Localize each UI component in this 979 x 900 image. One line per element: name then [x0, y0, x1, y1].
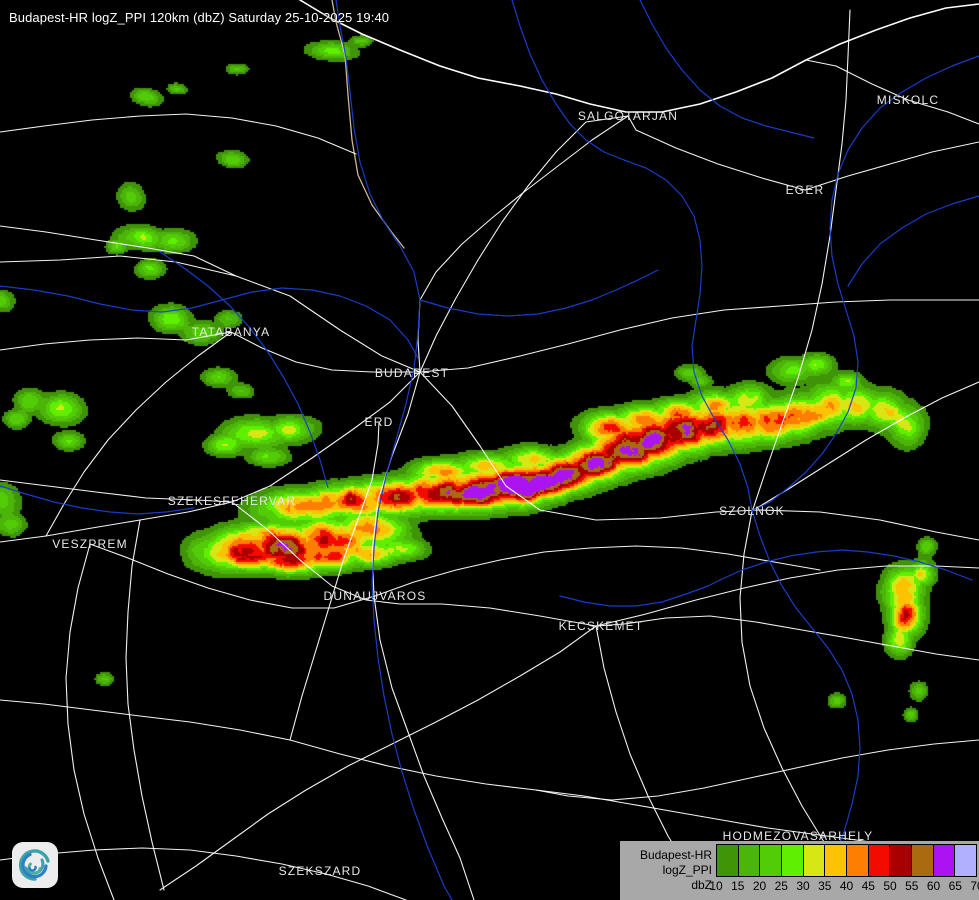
road-line-9 [159, 625, 597, 891]
legend-scale: 10 15 20 25 30 35 40 45 50 55 60 65 70 [709, 841, 979, 900]
legend-tick-60: 60 [927, 879, 956, 895]
legend-swatch-45-50 [868, 845, 891, 876]
legend-tick-label: 65 [948, 879, 962, 893]
legend-tick-label: 55 [905, 879, 919, 893]
spiral-icon [18, 849, 50, 881]
road-line-15 [417, 115, 629, 373]
legend-tick-25: 25 [775, 879, 803, 895]
road-line-12 [751, 9, 851, 513]
legend-caption-station: Budapest-HR [639, 848, 712, 862]
legend-tick-10: 10 [709, 879, 738, 895]
legend-tick-label: 20 [752, 879, 767, 893]
legend-tick-55: 55 [905, 879, 934, 895]
page-title: Budapest-HR logZ_PPI 120km (dbZ) Saturda… [9, 10, 390, 25]
legend-swatch-35-40 [825, 845, 848, 876]
legend-tick-40: 40 [840, 879, 869, 895]
road-line-33 [805, 59, 909, 101]
road-line-28 [65, 543, 115, 900]
road-line-3 [371, 371, 475, 900]
road-line-27 [374, 545, 821, 597]
road-line-7 [595, 565, 979, 627]
river-line-12 [559, 579, 721, 607]
road-line-25 [751, 381, 979, 512]
road-line-29 [89, 543, 376, 609]
legend-swatch-60-65 [933, 845, 956, 876]
river-line-7 [159, 251, 329, 489]
legend-swatch-row [716, 844, 977, 877]
legend-tick-label: 25 [774, 879, 788, 893]
legend-tick-row: 10 15 20 25 30 35 40 45 50 55 60 65 70 [709, 879, 979, 895]
road-line-23 [535, 739, 979, 801]
legend-tick-65: 65 70 [949, 879, 979, 895]
legend-tick-15: 15 [731, 879, 760, 895]
road-line-14 [627, 115, 806, 191]
road-line-21 [289, 421, 380, 741]
legend-tick-35: 35 [818, 879, 847, 895]
cyclone-spiral-logo [12, 842, 58, 888]
legend-swatch-20-25 [760, 845, 783, 876]
legend-caption: Budapest-HR logZ_PPI dbZ [620, 848, 716, 893]
legend-tick-label: 45 [861, 879, 875, 893]
river-line-9 [639, 0, 815, 139]
river-line-2 [511, 0, 753, 511]
river-line-10 [847, 195, 979, 287]
road-line-30 [0, 113, 357, 155]
road-line-16 [45, 331, 232, 537]
river-line-1 [0, 285, 419, 359]
legend-tick-label: 10 [709, 879, 723, 893]
legend-tick-label: 50 [883, 879, 897, 893]
road-line-24 [419, 115, 629, 373]
road-line-32 [907, 99, 979, 125]
legend-tick-30: 30 [796, 879, 825, 895]
legend-swatch-55-60 [912, 845, 934, 876]
road-line-6 [231, 501, 597, 627]
road-line-13 [804, 141, 979, 191]
legend-swatch-30-35 [803, 845, 826, 876]
legend-swatch-65-70 [955, 845, 977, 876]
legend-tick-50: 50 [883, 879, 912, 895]
legend-tick-label: 15 [731, 879, 745, 893]
legend-caption-unit: dbZ [691, 878, 712, 892]
legend-swatch-50-55 [890, 845, 913, 876]
road-line-17 [230, 331, 421, 373]
road-line-1 [419, 299, 979, 373]
river-line-8 [0, 485, 195, 515]
road-line-31 [0, 847, 407, 900]
river-line-11 [719, 549, 973, 581]
river-line-6 [419, 269, 659, 317]
country-border-north [299, 0, 979, 113]
legend-swatch-25-30 [782, 845, 804, 876]
road-line-20 [125, 519, 165, 891]
road-line-22 [595, 615, 979, 661]
road-line-5 [0, 479, 233, 503]
legend-tick-label: 70 [970, 879, 979, 893]
road-line-19 [0, 331, 232, 351]
river-line-5 [751, 55, 979, 512]
legend-swatch-15-20 [738, 845, 761, 876]
legend-caption-product: logZ_PPI [662, 863, 712, 877]
legend-tick-label: 40 [839, 879, 854, 893]
road-line-10 [0, 699, 537, 791]
reflectivity-legend: Budapest-HR logZ_PPI dbZ 10 15 20 25 30 35 40 4… [620, 841, 979, 900]
legend-tick-label: 30 [796, 879, 810, 893]
legend-tick-45: 45 [862, 879, 890, 895]
legend-tick-20: 20 [753, 879, 782, 895]
legend-tick-label: 60 [926, 879, 941, 893]
road-line-4 [0, 371, 421, 543]
legend-swatch-10-15 [717, 845, 739, 876]
legend-tick-label: 35 [818, 879, 832, 893]
river-line-0 [335, 0, 453, 900]
river-line-3 [751, 509, 861, 749]
legend-swatch-40-45 [847, 845, 869, 876]
road-line-0 [0, 255, 421, 373]
road-line-2 [419, 371, 979, 541]
road-line-18 [0, 225, 237, 277]
